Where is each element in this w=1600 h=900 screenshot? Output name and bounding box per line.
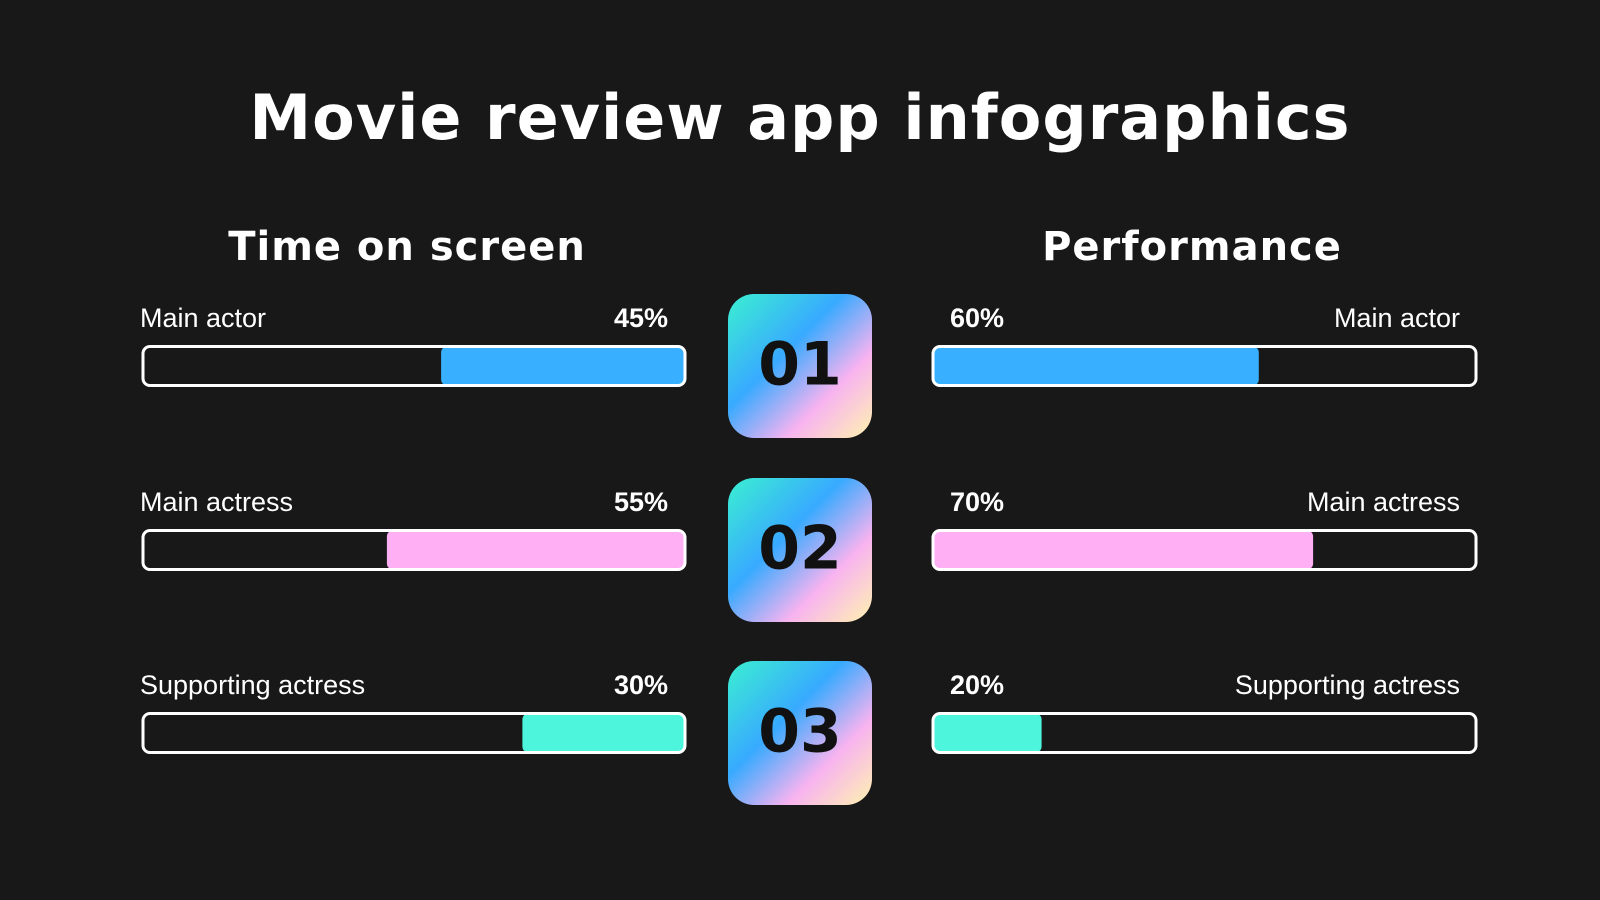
bar-track	[141, 345, 687, 387]
bar-track	[141, 712, 687, 754]
bar	[933, 346, 1259, 386]
badge-number: 03	[758, 697, 842, 767]
badge	[728, 294, 872, 438]
bar	[933, 713, 1042, 753]
page-title: Movie review app infographics	[249, 81, 1350, 154]
bar-track	[931, 712, 1478, 754]
bar	[386, 530, 685, 570]
badge	[728, 478, 872, 622]
category-label: Supporting actress	[140, 670, 365, 700]
bar-track	[931, 345, 1478, 387]
badge-number: 01	[758, 330, 842, 400]
category-label: Main actor	[140, 303, 266, 333]
value-label: 30%	[614, 670, 668, 700]
value-label: 60%	[950, 303, 1004, 333]
value-label: 45%	[614, 303, 668, 333]
category-label: Main actor	[1334, 303, 1460, 333]
category-label: Main actress	[1307, 487, 1460, 517]
category-label: Supporting actress	[1235, 670, 1460, 700]
bar-track	[141, 529, 687, 571]
bar	[933, 530, 1314, 570]
category-label: Main actress	[140, 487, 293, 517]
section-title: Time on screen	[228, 224, 586, 270]
value-label: 70%	[950, 487, 1004, 517]
badge	[728, 661, 872, 805]
section-title: Performance	[1042, 224, 1342, 270]
bar	[522, 713, 685, 753]
bar-track	[931, 529, 1478, 571]
value-label: 55%	[614, 487, 668, 517]
badge-number: 02	[758, 514, 842, 584]
value-label: 20%	[950, 670, 1004, 700]
bar	[441, 346, 685, 386]
